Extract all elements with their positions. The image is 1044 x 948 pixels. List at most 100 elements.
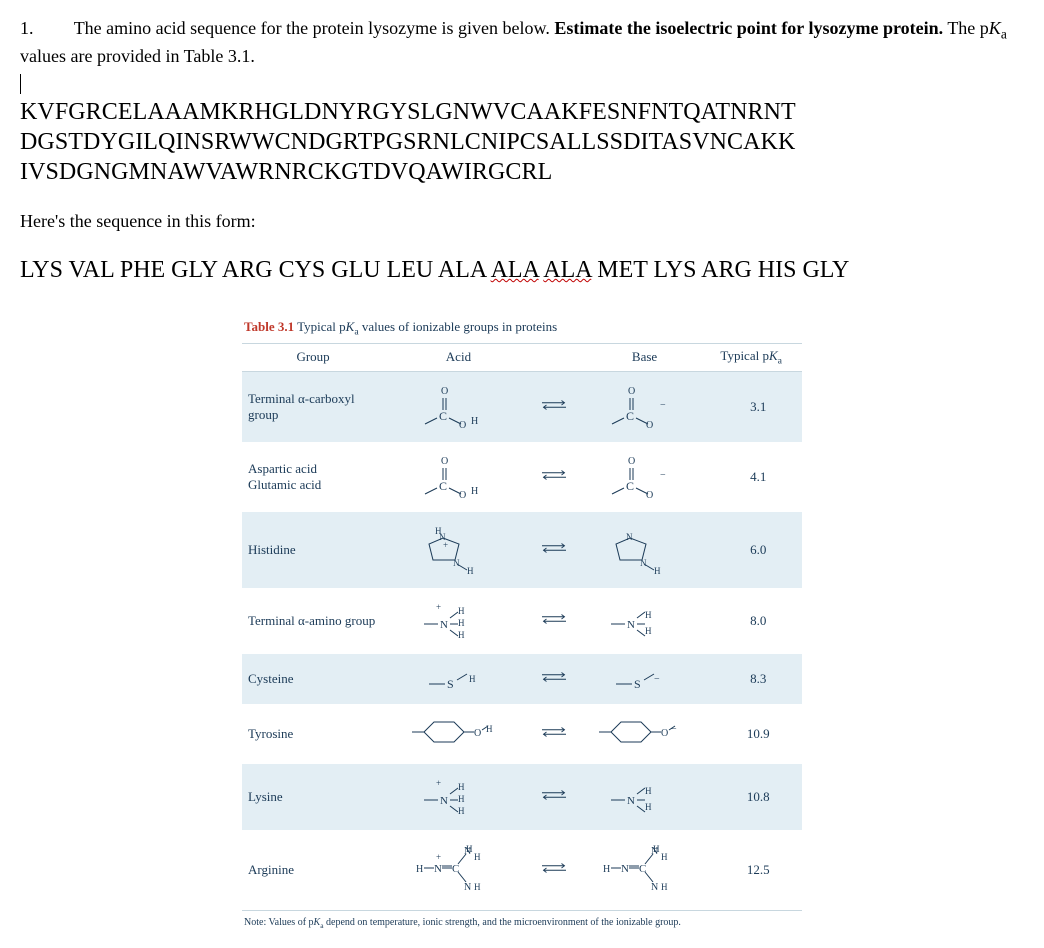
header-pka: Typical pKa: [714, 344, 802, 371]
table-caption: Table 3.1 Typical pKa values of ionizabl…: [242, 315, 802, 345]
svg-text:H: H: [458, 618, 465, 628]
equilibrium-cell: [533, 764, 575, 830]
equilibrium-cell: [533, 588, 575, 654]
base-structure-cell: HNCHNHNH: [575, 830, 715, 910]
svg-text:H: H: [474, 852, 481, 862]
group-label: Lysine: [248, 789, 378, 805]
tyrosine-structure-icon: OH: [408, 712, 508, 752]
seq3-wavy2: ALA: [543, 257, 591, 283]
caption-desc-pre: Typical p: [297, 319, 346, 334]
svg-text:N: N: [621, 863, 629, 875]
base-structure-cell: OCO−: [575, 442, 715, 512]
acid-structure-cell: N+HHH: [384, 588, 533, 654]
svg-text:−: −: [671, 724, 677, 735]
svg-text:N: N: [626, 532, 633, 542]
svg-text:C: C: [626, 409, 634, 423]
svg-text:H: H: [471, 486, 478, 497]
equilibrium-cell: [533, 654, 575, 704]
amino-structure-icon: N+HHH: [418, 772, 498, 818]
acid-structure-cell: OH: [384, 704, 533, 764]
group-label: Cysteine: [248, 671, 378, 687]
group-cell: Histidine: [242, 512, 384, 588]
group-label: Arginine: [248, 862, 378, 878]
pka-value: 10.8: [714, 764, 802, 830]
svg-text:N: N: [651, 882, 658, 893]
svg-text:H: H: [458, 606, 465, 616]
svg-text:C: C: [639, 863, 646, 875]
base-structure-cell: NNH: [575, 512, 715, 588]
equilibrium-cell: [533, 512, 575, 588]
svg-text:O: O: [474, 728, 481, 739]
table-row: CysteineSHS−8.3: [242, 654, 802, 704]
svg-text:N: N: [640, 558, 647, 568]
question-bold: Estimate the isoelectric point for lysoz…: [554, 18, 943, 38]
table-row: ArginineHNCHNHNH+HNCHNHNH12.5: [242, 830, 802, 910]
pka-table: Group Acid Base Typical pKa Terminal α-c…: [242, 344, 802, 910]
group-cell: Lysine: [242, 764, 384, 830]
svg-text:H: H: [645, 786, 652, 796]
svg-text:H: H: [645, 610, 652, 620]
svg-text:H: H: [458, 782, 465, 792]
arginine-structure-icon: HNCHNHNH: [595, 838, 695, 898]
carboxyl-structure-icon: OCOH: [413, 380, 503, 430]
svg-text:H: H: [661, 882, 668, 892]
svg-text:H: H: [469, 674, 476, 684]
svg-text:−: −: [660, 400, 666, 411]
seq-line-3: IVSDGNGMNAWVAWRNRCKGTDVQAWIRGCRL: [20, 159, 552, 185]
amino-structure-icon: NHH: [605, 772, 685, 818]
equilibrium-cell: [533, 704, 575, 764]
svg-text:+: +: [436, 602, 441, 612]
table-caption-label: Table 3.1: [244, 319, 294, 334]
pka-value: 6.0: [714, 512, 802, 588]
group-label: group: [248, 407, 378, 423]
equilibrium-arrows-icon: [539, 398, 569, 412]
arginine-structure-icon: HNCHNHNH+: [408, 838, 508, 898]
base-structure-cell: OCO−: [575, 371, 715, 442]
equilibrium-arrows-icon: [539, 861, 569, 875]
svg-text:H: H: [471, 416, 478, 427]
amino-structure-icon: NHH: [605, 596, 685, 642]
svg-text:C: C: [452, 863, 459, 875]
svg-text:C: C: [439, 479, 447, 493]
three-letter-sequence: LYS VAL PHE GLY ARG CYS GLU LEU ALA ALA …: [20, 254, 1024, 286]
svg-text:H: H: [645, 626, 652, 636]
svg-text:O: O: [459, 490, 466, 500]
header-base: Base: [575, 344, 715, 371]
svg-text:H: H: [458, 794, 465, 804]
svg-text:H: H: [645, 802, 652, 812]
acid-structure-cell: HNCHNHNH+: [384, 830, 533, 910]
svg-text:H: H: [661, 852, 668, 862]
svg-text:O: O: [646, 420, 653, 430]
table-row: HistidineNNH+HNNH6.0: [242, 512, 802, 588]
equilibrium-arrows-icon: [539, 541, 569, 555]
table-row: Aspartic acidGlutamic acidOCOHOCO−4.1: [242, 442, 802, 512]
svg-text:H: H: [458, 806, 465, 816]
svg-text:+: +: [436, 852, 441, 862]
acid-structure-cell: NNH+H: [384, 512, 533, 588]
header-eq: [533, 344, 575, 371]
group-label: Histidine: [248, 542, 378, 558]
svg-text:S: S: [447, 677, 454, 691]
pka-value: 10.9: [714, 704, 802, 764]
base-structure-cell: NHH: [575, 588, 715, 654]
group-cell: Terminal α-amino group: [242, 588, 384, 654]
svg-text:H: H: [654, 566, 661, 576]
header-pka-K: K: [769, 348, 778, 363]
svg-text:H: H: [486, 724, 493, 734]
equilibrium-arrows-icon: [539, 670, 569, 684]
table-row: Lysine N+HHH NHH 10.8: [242, 764, 802, 830]
pka-K: K: [989, 18, 1001, 38]
question-number: 1.: [20, 18, 34, 38]
svg-text:−: −: [660, 470, 666, 481]
pka-value: 3.1: [714, 371, 802, 442]
equilibrium-arrows-icon: [539, 725, 569, 739]
header-group: Group: [242, 344, 384, 371]
svg-text:H: H: [603, 864, 610, 875]
subheading: Here's the sequence in this form:: [20, 211, 1024, 232]
svg-text:C: C: [439, 409, 447, 423]
svg-text:O: O: [441, 456, 448, 467]
carboxyl-structure-icon: OCOH: [413, 450, 503, 500]
equilibrium-arrows-icon: [539, 612, 569, 626]
base-structure-cell: S−: [575, 654, 715, 704]
thiol-structure-icon: S−: [610, 662, 680, 692]
